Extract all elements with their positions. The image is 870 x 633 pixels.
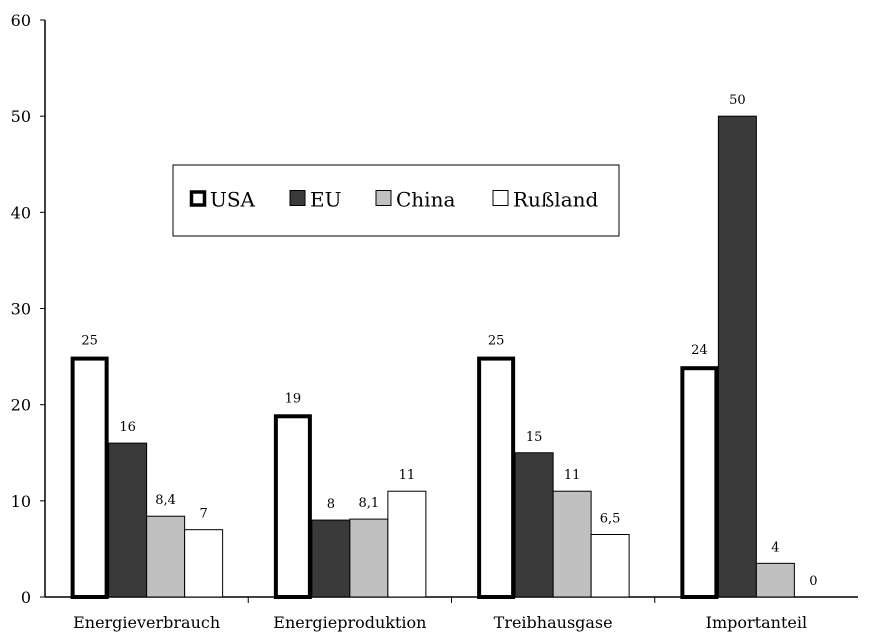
bar-china	[552, 490, 592, 598]
x-category-label: Energieproduktion	[273, 613, 426, 632]
y-tick-label: 0	[21, 588, 31, 607]
y-tick-label: 40	[11, 203, 31, 222]
x-category-label: Treibhausgase	[494, 613, 613, 632]
bar-china	[755, 562, 795, 598]
bar-eu	[717, 115, 757, 598]
legend-swatch-rußland	[492, 190, 509, 206]
data-label: 8,4	[155, 493, 176, 508]
y-tick-label: 20	[11, 396, 31, 415]
bar-eu	[514, 452, 554, 598]
bar-usa	[680, 366, 719, 600]
data-label: 6,5	[600, 511, 621, 526]
bar-usa	[477, 356, 516, 600]
data-label: 8	[327, 497, 335, 512]
legend: USA EU China Rußland	[172, 164, 620, 237]
bar-usa	[70, 356, 109, 600]
bar-china	[146, 515, 186, 598]
bar-china	[349, 518, 389, 598]
data-label: 11	[399, 468, 416, 483]
legend-label-rußland: Rußland	[513, 188, 599, 212]
data-label: 11	[564, 468, 581, 483]
legend-label-eu: EU	[310, 188, 341, 212]
bar-rußland	[590, 533, 630, 598]
data-label: 25	[488, 334, 505, 349]
data-label: 16	[119, 420, 136, 435]
legend-label-usa: USA	[210, 188, 256, 212]
bar-rußland	[387, 490, 427, 598]
y-tick-label: 30	[11, 300, 31, 319]
data-label: 0	[809, 574, 817, 589]
bar-eu	[311, 519, 351, 598]
bar-eu	[108, 442, 148, 598]
legend-label-china: China	[396, 188, 455, 212]
legend-swatch-china	[375, 190, 392, 206]
bars: 25 16 8,4 7 19 8 8,1 11 25 15 11 6,5 24 50 4 0	[70, 93, 818, 600]
data-label: 8,1	[359, 496, 380, 511]
data-label: 24	[691, 343, 708, 358]
bar-rußland	[184, 529, 224, 598]
data-label: 19	[285, 391, 302, 406]
y-tick-label: 50	[11, 107, 31, 126]
y-tick-label: 60	[11, 11, 31, 30]
x-category-label: Energieverbrauch	[73, 613, 220, 632]
data-label: 50	[729, 93, 746, 108]
legend-swatch-eu	[289, 190, 306, 206]
y-tick-label: 10	[11, 492, 31, 511]
data-label: 7	[199, 507, 207, 522]
data-label: 4	[771, 540, 779, 555]
legend-swatch-usa	[189, 190, 207, 207]
data-label: 25	[81, 334, 98, 349]
data-label: 15	[526, 430, 543, 445]
bar-usa	[273, 414, 312, 599]
legend-box	[172, 164, 620, 237]
x-category-label: Importanteil	[706, 613, 807, 632]
